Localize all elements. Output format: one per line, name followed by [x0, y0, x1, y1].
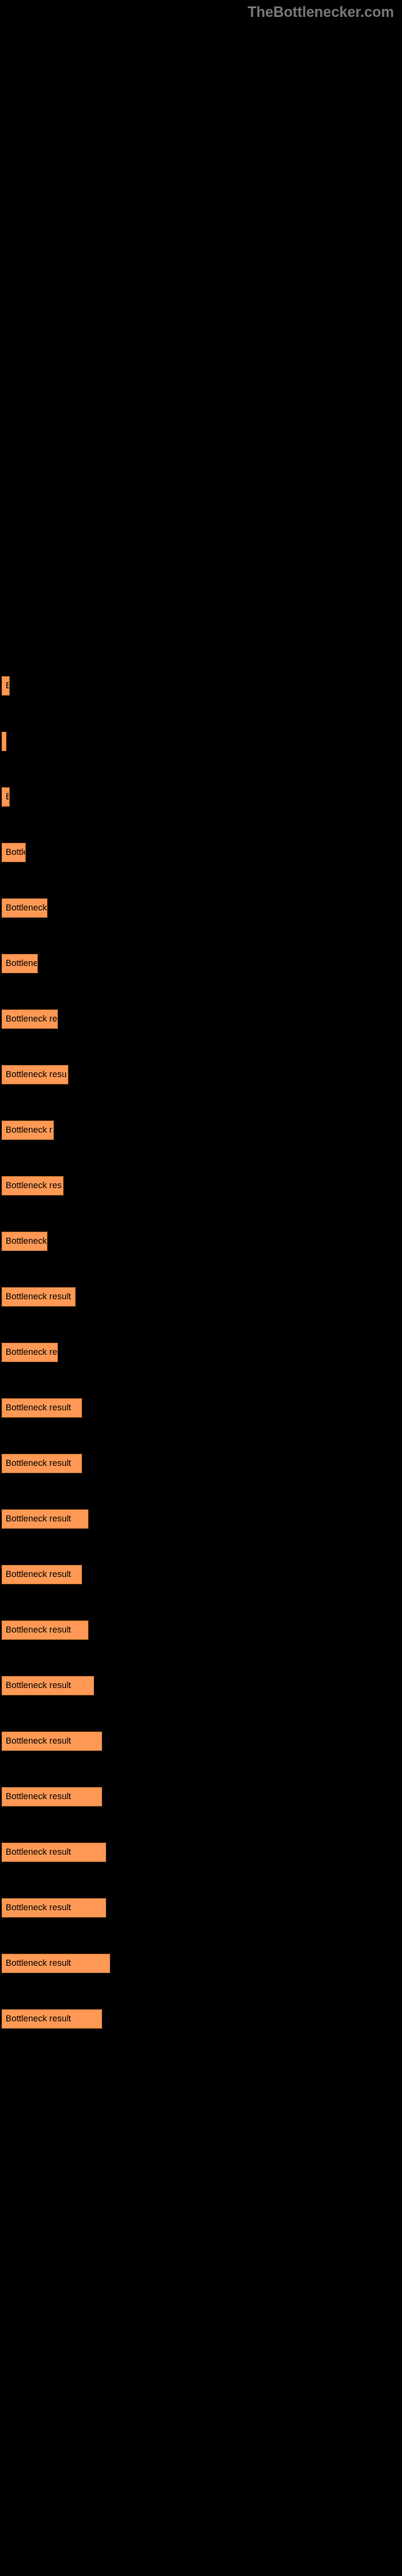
bar-row: Bottleneck re: [2, 1343, 402, 1362]
bar-row: Bottleneck res: [2, 1176, 402, 1195]
bar-row: Bottleneck result: [2, 2009, 402, 2029]
bar: B: [2, 676, 10, 696]
bar-row: Bottleneck: [2, 1232, 402, 1251]
bar: Bottle: [2, 843, 26, 862]
bar-chart: B B Bottle Bottleneck Bottlene Bottleneck re B…: [0, 0, 402, 2097]
bar: Bottleneck: [2, 1232, 47, 1251]
bar: Bottleneck result: [2, 1898, 106, 1918]
bar-row: Bottleneck result: [2, 1565, 402, 1584]
bar: Bottleneck re: [2, 1009, 58, 1029]
bar: Bottlene: [2, 954, 38, 973]
bar: Bottleneck result: [2, 1954, 110, 1973]
bar: [2, 732, 6, 751]
bar-row: Bottleneck result: [2, 1787, 402, 1806]
bar: Bottleneck result: [2, 1843, 106, 1862]
bar: Bottleneck result: [2, 1676, 94, 1695]
bar-row: Bottleneck result: [2, 1398, 402, 1418]
bar-row: Bottleneck r: [2, 1121, 402, 1140]
bar-row: Bottleneck: [2, 898, 402, 918]
bar: Bottleneck result: [2, 1565, 82, 1584]
bar: Bottleneck result: [2, 1287, 76, 1307]
bar-row: Bottleneck resu: [2, 1065, 402, 1084]
bar: Bottleneck resu: [2, 1065, 68, 1084]
bar: Bottleneck result: [2, 1398, 82, 1418]
bar: Bottleneck result: [2, 1454, 82, 1473]
bar-row: Bottle: [2, 843, 402, 862]
bar: Bottleneck result: [2, 1509, 88, 1529]
bar-row: Bottleneck result: [2, 1509, 402, 1529]
bar-row: Bottleneck re: [2, 1009, 402, 1029]
bar-row: Bottleneck result: [2, 1287, 402, 1307]
bar-row: Bottleneck result: [2, 1843, 402, 1862]
bar: Bottleneck: [2, 898, 47, 918]
watermark: TheBottlenecker.com: [248, 4, 394, 21]
bar: B: [2, 787, 10, 807]
bar-row: B: [2, 787, 402, 807]
bar-row: [2, 732, 402, 751]
bar: Bottleneck r: [2, 1121, 54, 1140]
bar: Bottleneck result: [2, 1787, 102, 1806]
bar-row: Bottleneck result: [2, 1620, 402, 1640]
bar-row: Bottleneck result: [2, 1732, 402, 1751]
bar: Bottleneck result: [2, 1732, 102, 1751]
bar-row: Bottlene: [2, 954, 402, 973]
bar-row: Bottleneck result: [2, 1954, 402, 1973]
bar-row: Bottleneck result: [2, 1676, 402, 1695]
bar-row: B: [2, 676, 402, 696]
bar-row: Bottleneck result: [2, 1898, 402, 1918]
bar-row: Bottleneck result: [2, 1454, 402, 1473]
bar: Bottleneck result: [2, 2009, 102, 2029]
bar: Bottleneck res: [2, 1176, 64, 1195]
bar: Bottleneck result: [2, 1620, 88, 1640]
bar: Bottleneck re: [2, 1343, 58, 1362]
